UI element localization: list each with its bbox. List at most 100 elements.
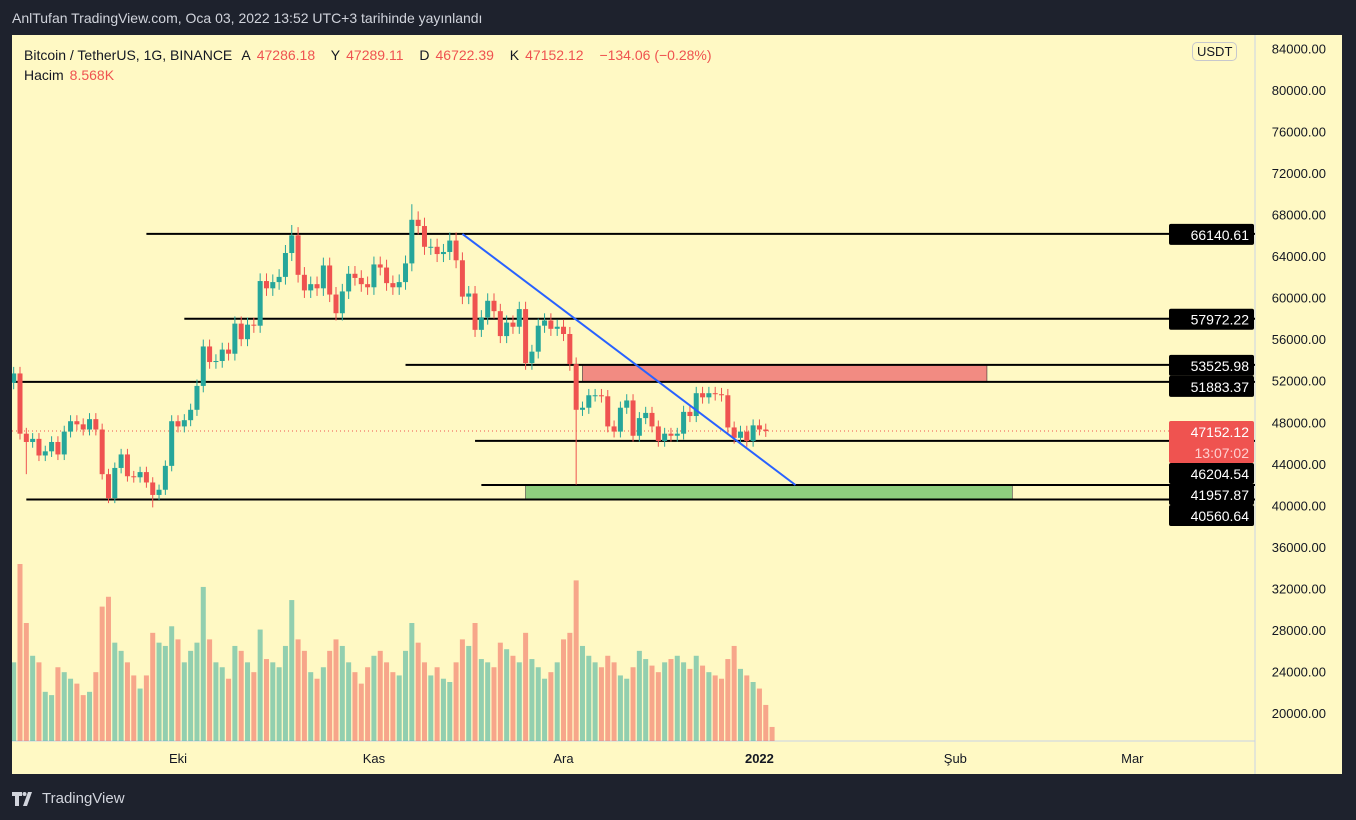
volume-bar [731,645,737,741]
volume-bar [466,645,472,741]
candle-body [396,282,402,288]
candle-body [245,324,251,340]
volume-bar [232,645,238,741]
candle-body [12,373,17,383]
y-tick-label: 76000.00 [1272,125,1326,140]
candle-body [175,421,181,427]
candle-body [643,412,649,419]
volume-bar [573,580,579,741]
candle-body [561,326,567,335]
candle-body [731,427,737,438]
low-value: 46722.39 [435,47,494,63]
volume-bar [333,639,339,741]
candle-body [750,425,756,441]
last-price-label-bg [1169,421,1254,464]
candle-body [630,400,636,436]
volume-bar [301,650,307,741]
x-tick-label: Şub [944,751,967,766]
candlestick-chart[interactable]: 84000.00 80000.00 76000.00 72000.00 68000.00… [12,35,1342,774]
candle-body [358,277,364,285]
volume-bar [668,659,674,741]
candle-body [377,264,383,268]
candle-body [314,284,320,289]
candle-body [737,431,743,438]
candle-body [124,454,130,477]
volume-bar [542,678,548,741]
level-price-label-bg [1169,375,1254,397]
volume-bar [238,650,244,741]
volume-bar [55,667,61,741]
volume-bar [213,662,219,741]
candle-body [308,284,314,291]
candle-body [42,451,48,456]
candle-body [333,294,339,314]
volume-bar [737,668,743,741]
volume-bar [226,678,232,741]
volume-bar [586,655,592,741]
candle-body [23,433,29,442]
candle-body [649,412,655,427]
low-label: D [419,47,430,63]
volume-bar [693,655,699,741]
candle-body [87,419,93,430]
tradingview-logo[interactable]: TradingView [12,790,125,807]
volume-bar [263,659,269,741]
volume-bar [365,667,371,741]
x-tick-label: Mar [1121,751,1144,766]
volume-label: Hacim [24,67,64,83]
candle-body [162,465,168,490]
volume-bar [491,667,497,741]
candle-body [68,421,74,432]
candle-body [725,395,731,428]
candle-body [415,219,421,227]
volume-bar [143,675,149,741]
candle-body [712,393,718,395]
volume-bar [124,662,130,741]
high-label: Y [330,47,341,63]
volume-bar [592,662,598,741]
open-label: A [241,47,251,63]
candle-body [207,346,213,363]
candle-body [238,323,244,340]
volume-bar [649,665,655,741]
volume-value: 8.568K [69,67,115,83]
candle-body [605,396,611,427]
candle-body [276,276,282,283]
volume-bar [308,672,314,741]
candle-body [55,441,61,455]
high-value: 47289.11 [346,47,404,63]
level-price-label: 57972.22 [1191,312,1250,328]
currency-button[interactable]: USDT [1192,42,1238,61]
volume-bar [17,564,23,741]
candle-body [719,394,725,396]
level-price-label-bg [1169,484,1254,506]
volume-bar [12,662,17,741]
level-price-label-bg [1169,505,1254,527]
level-price-label-bg [1169,354,1254,376]
x-tick-label: Eki [169,751,187,766]
candle-body [80,424,86,430]
candle-body [497,311,503,337]
x-tick-label: Kas [363,751,386,766]
candle-body [535,325,541,352]
y-tick-label: 52000.00 [1272,374,1326,389]
candle-body [592,395,598,397]
candle-body [263,281,269,289]
symbol-label[interactable]: Bitcoin / TetherUS, 1G, BINANCE [24,47,233,63]
chart-panel[interactable]: 84000.00 80000.00 76000.00 72000.00 68000.00… [12,35,1342,774]
trendline [461,233,797,486]
last-price-label: 47152.12 [1191,424,1250,440]
volume-bar [415,642,421,741]
y-tick-label: 68000.00 [1272,208,1326,223]
volume-bar [763,704,769,741]
volume-bar [105,596,111,741]
candle-body [226,349,232,354]
volume-bar [516,662,522,741]
candle-body [529,351,535,364]
volume-bar [643,659,649,741]
candle-body [763,429,769,432]
volume-bar [421,662,427,741]
volume-bar [617,675,623,741]
volume-bar [561,639,567,741]
volume-bar [245,662,251,741]
